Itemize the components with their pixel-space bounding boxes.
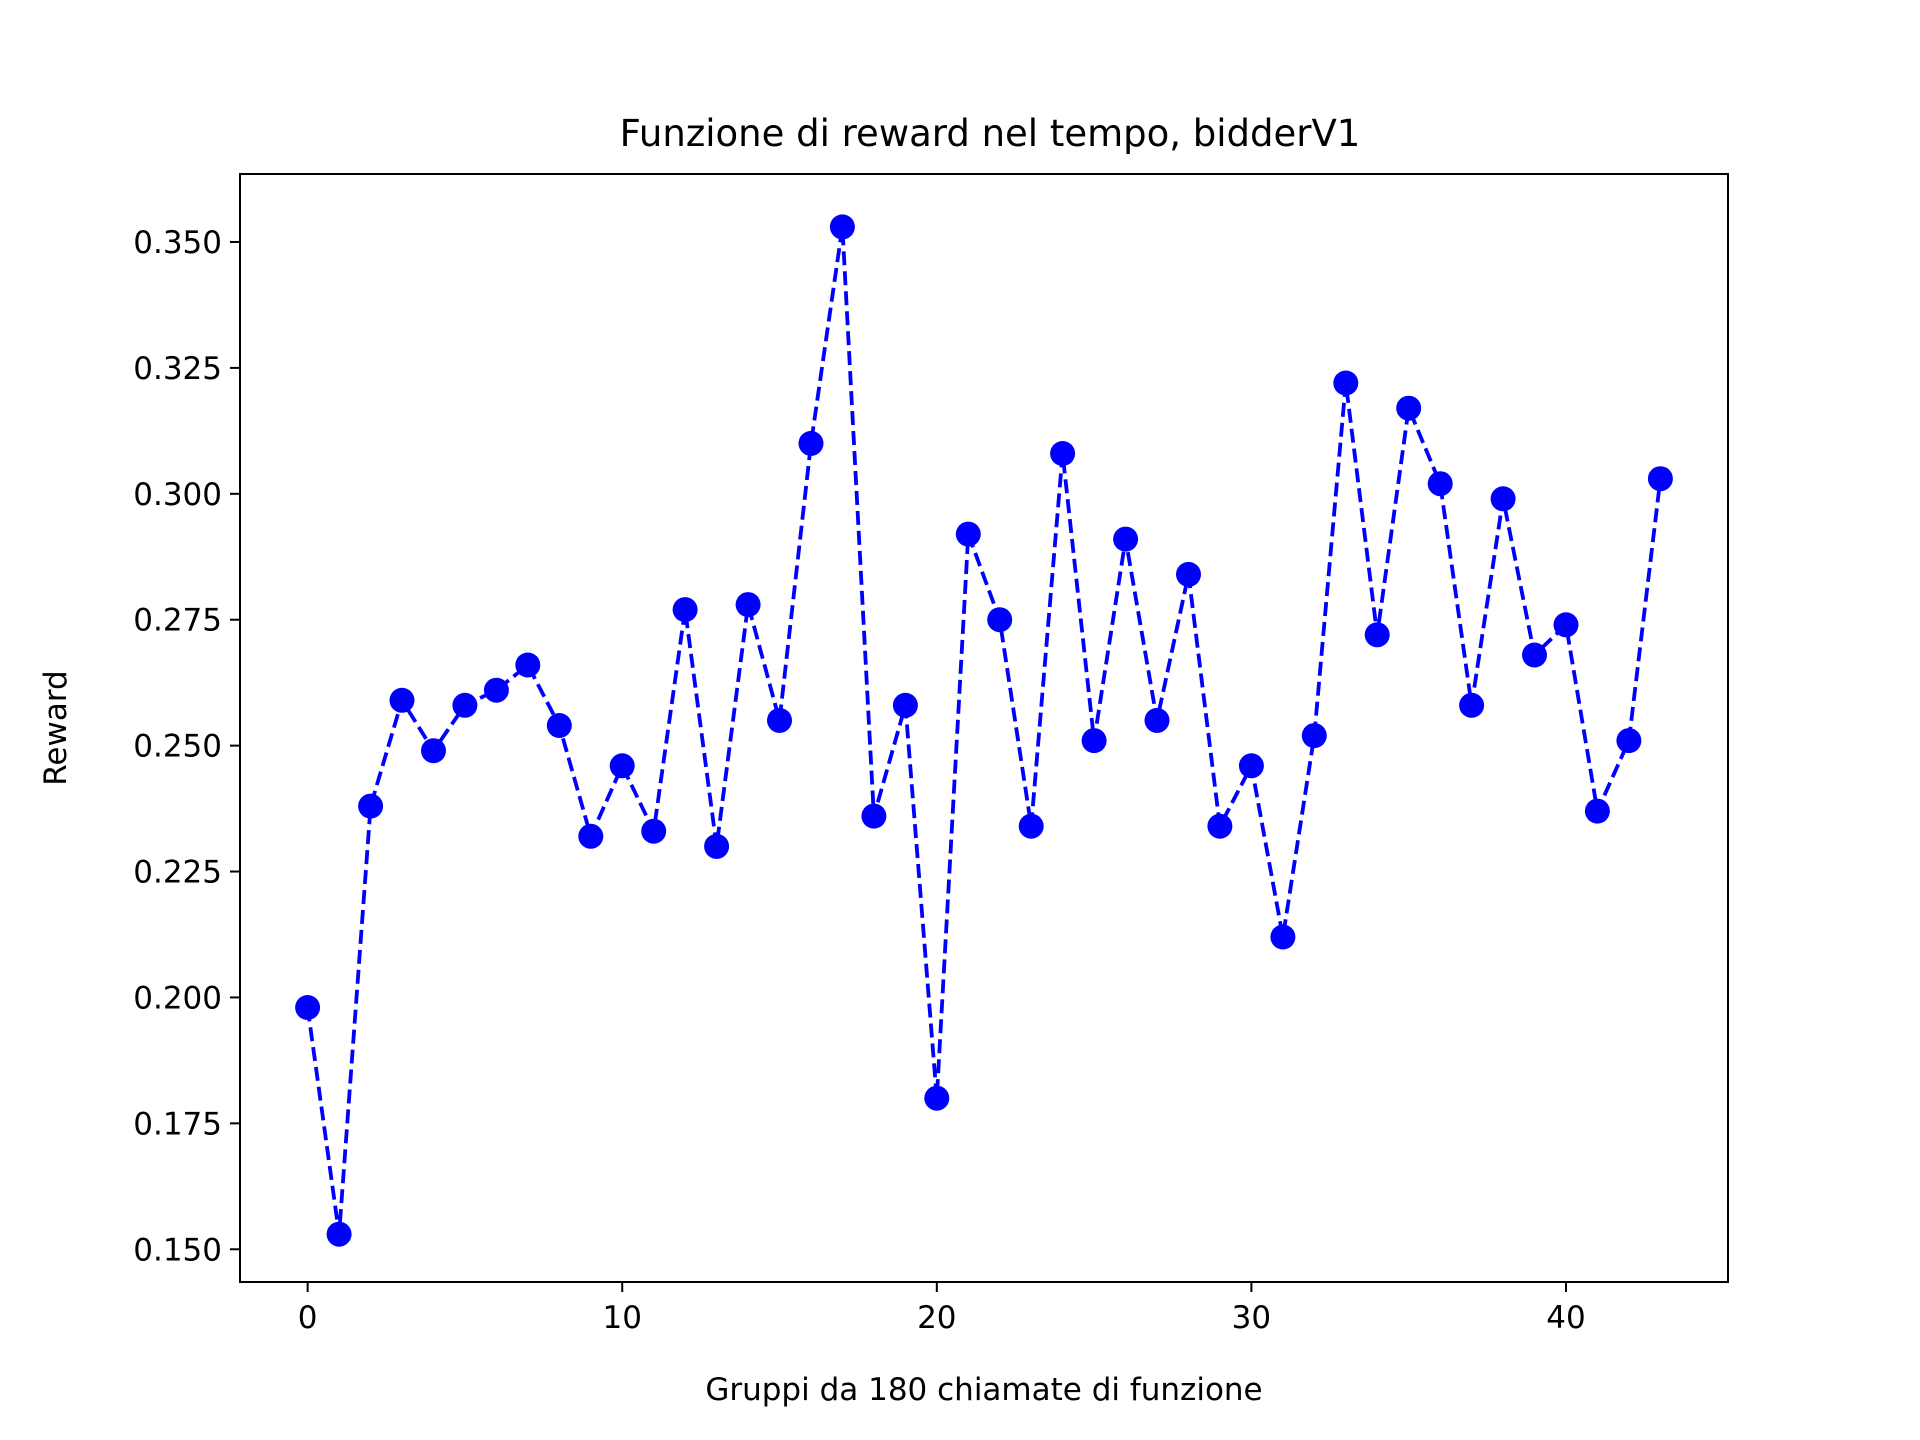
y-axis-label: Reward <box>38 670 74 785</box>
data-point <box>1647 466 1673 492</box>
data-point <box>358 793 384 819</box>
y-tick-label: 0.350 <box>133 225 222 261</box>
data-point <box>924 1085 950 1111</box>
data-point <box>546 713 572 738</box>
y-axis: 0.150 0.175 0.200 0.225 0.250 0.275 0.300 0.325… <box>133 225 240 1268</box>
chart-title: Funzione di reward nel tempo, bidderV1 <box>620 112 1361 155</box>
y-tick-label: 0.275 <box>133 603 222 639</box>
data-point <box>609 753 635 779</box>
data-point <box>1238 753 1264 779</box>
data-point <box>1113 526 1139 552</box>
y-tick-label: 0.175 <box>133 1106 222 1142</box>
data-point <box>641 818 667 844</box>
data-point <box>1301 723 1327 749</box>
data-point <box>515 652 541 678</box>
x-tick-label: 40 <box>1546 1300 1585 1336</box>
data-point <box>892 692 918 718</box>
data-point <box>1081 728 1107 754</box>
data-point <box>1616 728 1642 754</box>
x-axis: 0 10 20 30 40 <box>298 1282 1586 1336</box>
data-point <box>578 823 604 849</box>
data-point <box>861 803 887 829</box>
x-axis-label: Gruppi da 180 chiamate di funzione <box>705 1372 1262 1408</box>
data-point <box>1490 486 1516 512</box>
y-tick-label: 0.325 <box>133 351 222 387</box>
plot-area <box>295 214 1673 1247</box>
data-point <box>704 833 730 859</box>
y-tick-label: 0.150 <box>133 1232 222 1268</box>
x-tick-label: 30 <box>1232 1300 1271 1336</box>
data-point <box>1364 622 1390 648</box>
data-point <box>1207 813 1233 839</box>
data-point <box>1459 692 1485 718</box>
data-point <box>955 521 981 547</box>
data-point <box>735 592 761 618</box>
x-tick-label: 20 <box>917 1300 956 1336</box>
data-point <box>767 707 792 733</box>
data-point <box>1553 612 1579 638</box>
data-point <box>295 995 321 1020</box>
y-tick-label: 0.300 <box>133 477 222 513</box>
x-tick-label: 10 <box>602 1300 641 1336</box>
data-point <box>1018 813 1044 839</box>
data-point <box>1427 471 1453 497</box>
data-point <box>1584 798 1610 824</box>
data-point <box>1050 441 1076 466</box>
data-point <box>1522 642 1547 668</box>
data-point <box>452 692 478 718</box>
data-point <box>1333 370 1359 396</box>
y-tick-label: 0.200 <box>133 980 222 1016</box>
x-tick-label: 0 <box>298 1300 318 1336</box>
y-tick-label: 0.250 <box>133 729 222 765</box>
axes-frame <box>239 173 1729 1283</box>
data-point <box>1270 924 1296 950</box>
data-point <box>987 607 1013 633</box>
data-point <box>421 738 446 764</box>
data-point <box>1176 561 1201 587</box>
data-point <box>829 214 855 240</box>
y-tick-label: 0.225 <box>133 855 222 891</box>
data-point <box>326 1221 352 1247</box>
data-point <box>798 430 824 456</box>
data-point <box>1144 707 1170 733</box>
data-point <box>389 687 415 713</box>
data-point <box>672 597 698 623</box>
data-point <box>483 677 509 703</box>
data-point <box>1396 395 1422 421</box>
